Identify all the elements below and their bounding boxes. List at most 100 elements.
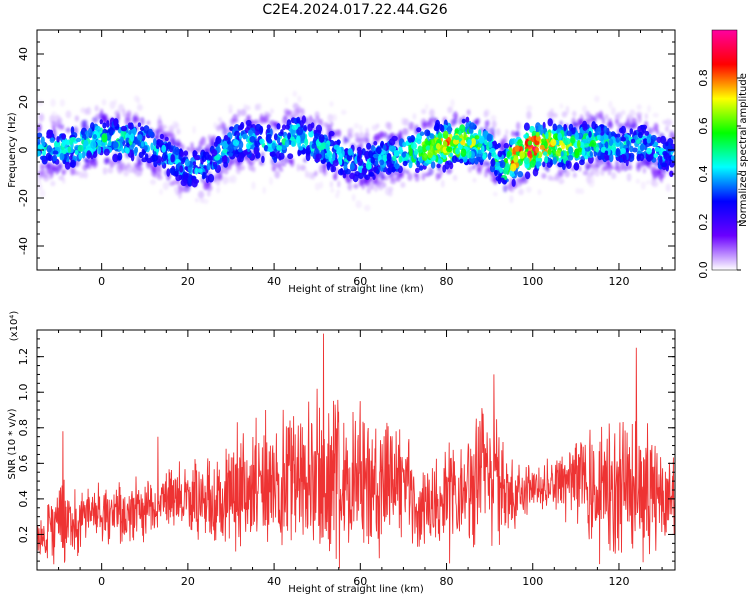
spectral-blob [637,126,642,133]
spectral-blob [202,172,207,179]
spectral-blob [426,130,431,137]
spectral-blob [435,143,441,150]
spectral-blob [251,181,256,190]
spectral-blob [551,112,558,118]
spectral-blob [644,160,650,167]
spectral-blob [82,119,88,127]
spectral-blob [529,153,533,159]
colorbar-gradient [711,29,738,271]
spectral-blob [223,134,229,141]
spectral-blob [319,181,324,189]
spectral-blob [425,103,429,110]
spectral-blob [389,172,395,181]
snr-axes: 0 20 40 60 80 100 120 0.2 0.4 0.6 0.8 1.0 1.2 [17,329,675,588]
spectral-blob [214,155,221,161]
spectral-blob [564,130,568,137]
spectral-blob [170,145,174,150]
colorbar-tick-label: 0.4 [697,165,710,183]
spectral-blob [113,140,117,149]
spectral-blob [107,140,112,147]
snr-data [37,333,675,569]
spectral-blob [133,115,140,122]
spectral-blob [370,182,374,190]
spectral-blob [449,152,453,158]
spectral-blob [646,180,650,185]
spectral-blob [155,140,160,146]
spectral-blob [652,112,659,118]
spectral-blob [524,171,531,180]
spectral-blob [126,142,130,147]
spectral-blob [242,133,249,140]
spectral-blob [99,110,104,117]
spectral-blob [222,148,228,154]
y-tick-label: 20 [17,95,30,109]
spectral-blob [140,126,145,131]
spectral-blob [136,104,143,111]
spectral-blob [223,154,228,164]
spectral-blob [38,172,42,180]
spectral-blob [297,95,302,103]
spectral-blob [466,149,472,159]
spectral-blob [407,137,413,143]
spectral-blob [207,154,212,161]
y-tick-label: 40 [17,47,30,61]
spectral-blob [486,133,493,142]
spectral-blob [629,128,634,135]
spectral-blob [460,148,467,157]
spectral-blob [616,113,623,118]
spectral-blob [296,116,301,124]
spectral-blob [665,183,671,192]
spectral-blob [215,125,223,132]
spectral-blob [287,153,294,160]
x-tick-label: 40 [267,575,281,588]
spectral-blob [670,155,675,161]
spectral-blob [451,155,458,164]
spectral-blob [582,123,588,131]
spectral-blob [603,125,608,134]
spectral-blob [338,159,343,166]
colorbar-tick-label: 0.8 [697,69,710,87]
spectral-blob [52,150,59,155]
spectral-blob [126,110,132,117]
spectral-blob [39,113,45,119]
spectral-blob [393,163,400,170]
spectral-blob [345,177,351,184]
spectral-blob [74,150,79,155]
spectral-blob [239,165,245,171]
spectral-blob [423,121,430,128]
snr-y-multiplier: (x10⁴) [9,311,20,342]
spectral-blob [128,165,135,173]
spectral-blob [366,142,372,150]
spectral-blob [270,108,274,114]
spectral-blob [153,138,157,146]
spectral-blob [526,110,532,120]
spectral-blob [429,109,434,117]
spectral-blob [359,124,363,133]
spectral-blob [311,143,315,149]
spectral-blob [578,147,583,153]
spectral-blob [646,137,652,144]
spectral-blob [631,118,638,126]
spectral-blob [266,128,271,134]
snr-line [37,333,675,569]
spectral-blob [159,188,163,195]
spectral-blob [552,123,558,132]
spectral-blob [472,177,477,183]
spectral-blob [140,141,145,147]
spectral-blob [191,179,198,188]
spectral-blob [595,146,599,153]
spectral-blob [365,161,372,170]
y-tick-label: 0.2 [17,526,30,544]
spectral-blob [661,162,668,168]
spectral-blob [169,132,175,138]
spectral-blob [180,150,184,158]
spectral-blob [195,197,199,203]
spectral-blob [401,151,406,158]
spectral-blob [632,147,638,153]
spectral-blob [532,154,536,162]
spectral-blob [75,137,82,143]
spectrogram-y-label: Frequency (Hz) [7,112,18,188]
spectral-blob [283,114,287,120]
spectral-blob [281,124,287,131]
spectral-blob [430,138,436,147]
